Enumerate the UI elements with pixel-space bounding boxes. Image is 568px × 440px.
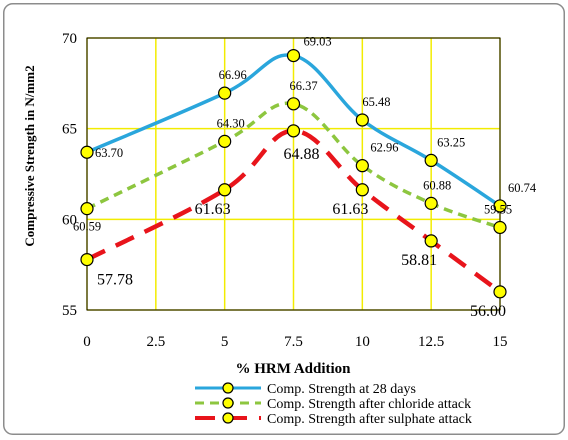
data-point bbox=[80, 202, 94, 216]
x-tick-label: 0 bbox=[83, 334, 91, 350]
series-markers bbox=[80, 48, 507, 299]
x-axis-title: % HRM Addition bbox=[235, 361, 351, 377]
data-point bbox=[80, 145, 94, 159]
data-point bbox=[286, 97, 301, 111]
data-point bbox=[218, 86, 232, 100]
y-tick-label: 70 bbox=[62, 31, 77, 47]
data-point bbox=[286, 124, 301, 138]
data-point bbox=[424, 234, 438, 248]
y-tick-label: 65 bbox=[62, 122, 77, 138]
x-tick-label: 12.5 bbox=[418, 334, 444, 350]
data-label: 60.88 bbox=[423, 178, 451, 192]
data-label: 61.63 bbox=[332, 201, 368, 218]
data-label: 64.88 bbox=[284, 146, 320, 163]
data-labels: 63.70 66.96 69.03 65.48 63.25 60.74 60.59 64.30… bbox=[73, 35, 537, 320]
legend-marker bbox=[222, 382, 234, 394]
y-axis-title: Compressive Strength in N/mm2 bbox=[22, 65, 37, 246]
legend-label-2: Comp. Strength after chloride attack bbox=[267, 397, 471, 412]
data-point bbox=[493, 285, 507, 299]
legend-label-3: Comp. Strength after sulphate attack bbox=[267, 412, 472, 427]
data-label: 58.81 bbox=[401, 252, 437, 269]
data-label: 60.59 bbox=[73, 220, 101, 234]
line-chart: 0 2.5 5 7.5 10 12.5 15 55 60 65 70 63.70 66.96 69.03… bbox=[3, 3, 565, 435]
data-label: 62.96 bbox=[370, 141, 398, 155]
data-label: 66.37 bbox=[290, 79, 318, 93]
data-label: 60.74 bbox=[508, 181, 537, 195]
y-tick-label: 55 bbox=[62, 303, 77, 319]
data-point bbox=[80, 252, 94, 267]
data-label: 65.48 bbox=[362, 95, 390, 109]
data-label: 69.03 bbox=[304, 35, 332, 49]
data-point bbox=[218, 134, 232, 148]
data-label: 57.78 bbox=[97, 272, 133, 289]
data-label: 61.63 bbox=[195, 201, 231, 218]
y-tick-label: 60 bbox=[62, 212, 77, 228]
data-label: 56.00 bbox=[470, 303, 506, 320]
data-point bbox=[355, 159, 369, 173]
axes: 0 2.5 5 7.5 10 12.5 15 55 60 65 70 bbox=[62, 31, 508, 350]
data-point bbox=[218, 183, 232, 197]
x-tick-label: 2.5 bbox=[146, 334, 165, 350]
data-point bbox=[355, 183, 369, 197]
data-point bbox=[493, 199, 507, 213]
data-label: 63.70 bbox=[95, 146, 123, 160]
x-tick-label: 7.5 bbox=[284, 334, 303, 350]
data-point bbox=[493, 220, 507, 235]
legend-marker bbox=[222, 397, 234, 409]
data-label: 64.30 bbox=[217, 116, 245, 130]
x-tick-label: 10 bbox=[355, 334, 370, 350]
data-label: 66.96 bbox=[219, 68, 247, 82]
data-label: 59.55 bbox=[484, 202, 512, 216]
legend-label-1: Comp. Strength at 28 days bbox=[267, 382, 416, 397]
chart-frame: 0 2.5 5 7.5 10 12.5 15 55 60 65 70 63.70 66.96 69.03… bbox=[3, 3, 565, 435]
data-point bbox=[424, 153, 438, 167]
plot-frame bbox=[86, 37, 501, 311]
data-label: 63.25 bbox=[437, 135, 465, 149]
data-point bbox=[424, 196, 438, 210]
x-tick-label: 15 bbox=[493, 334, 508, 350]
data-point bbox=[355, 113, 369, 127]
legend-marker bbox=[222, 412, 234, 424]
data-point bbox=[286, 48, 301, 63]
x-tick-label: 5 bbox=[221, 334, 229, 350]
